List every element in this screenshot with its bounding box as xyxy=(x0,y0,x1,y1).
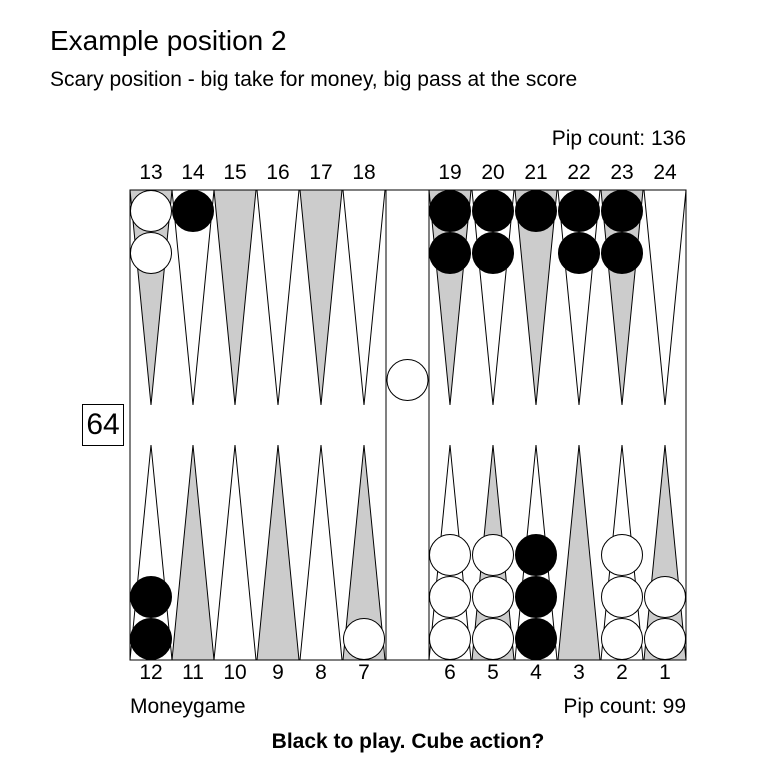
checker-black-point-20[interactable] xyxy=(472,190,514,232)
point-label-20: 20 xyxy=(481,161,505,184)
checker-black-point-20[interactable] xyxy=(472,232,514,274)
point-16[interactable] xyxy=(256,189,300,406)
point-label-19: 19 xyxy=(438,161,462,184)
action-prompt: Black to play. Cube action? xyxy=(271,730,545,753)
checkers-layer xyxy=(130,190,686,660)
board-bar xyxy=(385,189,430,661)
point-label-1: 1 xyxy=(659,661,671,684)
point-10[interactable] xyxy=(213,444,257,661)
point-label-12: 12 xyxy=(139,661,163,684)
point-label-9: 9 xyxy=(272,661,284,684)
point-15[interactable] xyxy=(213,189,257,406)
doubling-cube[interactable]: 64 xyxy=(82,404,124,446)
point-9[interactable] xyxy=(256,444,300,661)
point-label-4: 4 xyxy=(530,661,542,684)
checker-black-point-4[interactable] xyxy=(515,576,557,618)
page-subtitle: Scary position - big take for money, big… xyxy=(50,68,578,91)
point-label-21: 21 xyxy=(524,161,548,184)
page-title: Example position 2 xyxy=(50,25,287,56)
checker-black-point-21[interactable] xyxy=(515,190,557,232)
point-label-2: 2 xyxy=(616,661,628,684)
checker-black-point-4[interactable] xyxy=(515,618,557,660)
point-label-14: 14 xyxy=(181,161,205,184)
checker-white-point-1[interactable] xyxy=(644,576,686,618)
point-label-15: 15 xyxy=(223,161,247,184)
checker-white-point-6[interactable] xyxy=(429,618,471,660)
point-8[interactable] xyxy=(299,444,343,661)
checker-black-point-4[interactable] xyxy=(515,534,557,576)
match-type-label: Moneygame xyxy=(130,695,246,718)
checker-white-point-2[interactable] xyxy=(601,576,643,618)
point-24[interactable] xyxy=(643,189,687,406)
checker-black-point-12[interactable] xyxy=(130,618,172,660)
point-17[interactable] xyxy=(299,189,343,406)
checker-white-point-13[interactable] xyxy=(130,232,172,274)
checker-white-point-2[interactable] xyxy=(601,618,643,660)
point-label-22: 22 xyxy=(567,161,591,184)
checker-white-point-6[interactable] xyxy=(429,534,471,576)
pip-count-bottom: Pip count: 99 xyxy=(563,695,686,718)
checker-black-point-19[interactable] xyxy=(429,190,471,232)
point-label-8: 8 xyxy=(315,661,327,684)
point-3[interactable] xyxy=(557,444,601,661)
point-label-6: 6 xyxy=(444,661,456,684)
checker-white-point-7[interactable] xyxy=(343,618,385,660)
checker-black-point-14[interactable] xyxy=(172,190,214,232)
checker-black-point-22[interactable] xyxy=(558,190,600,232)
point-label-3: 3 xyxy=(573,661,585,684)
checker-white-point-5[interactable] xyxy=(472,618,514,660)
checker-black-point-19[interactable] xyxy=(429,232,471,274)
point-label-23: 23 xyxy=(610,161,634,184)
point-18[interactable] xyxy=(342,189,386,406)
point-label-5: 5 xyxy=(487,661,499,684)
checker-white-point-5[interactable] xyxy=(472,576,514,618)
checker-white-point-1[interactable] xyxy=(644,618,686,660)
point-label-10: 10 xyxy=(223,661,247,684)
checker-black-point-12[interactable] xyxy=(130,576,172,618)
point-label-16: 16 xyxy=(266,161,290,184)
checker-white-point-13[interactable] xyxy=(130,190,172,232)
checker-black-point-22[interactable] xyxy=(558,232,600,274)
checker-white-point-2[interactable] xyxy=(601,534,643,576)
checker-white-point-6[interactable] xyxy=(429,576,471,618)
checker-black-point-23[interactable] xyxy=(601,190,643,232)
checker-white-point-5[interactable] xyxy=(472,534,514,576)
point-11[interactable] xyxy=(171,444,215,661)
point-label-17: 17 xyxy=(309,161,333,184)
point-label-11: 11 xyxy=(182,661,204,684)
checker-black-point-23[interactable] xyxy=(601,232,643,274)
pip-count-top: Pip count: 136 xyxy=(551,127,686,150)
point-label-18: 18 xyxy=(352,161,376,184)
point-label-13: 13 xyxy=(139,161,163,184)
point-label-7: 7 xyxy=(358,661,370,684)
point-label-24: 24 xyxy=(653,161,677,184)
checker-white-bar[interactable] xyxy=(386,359,429,401)
